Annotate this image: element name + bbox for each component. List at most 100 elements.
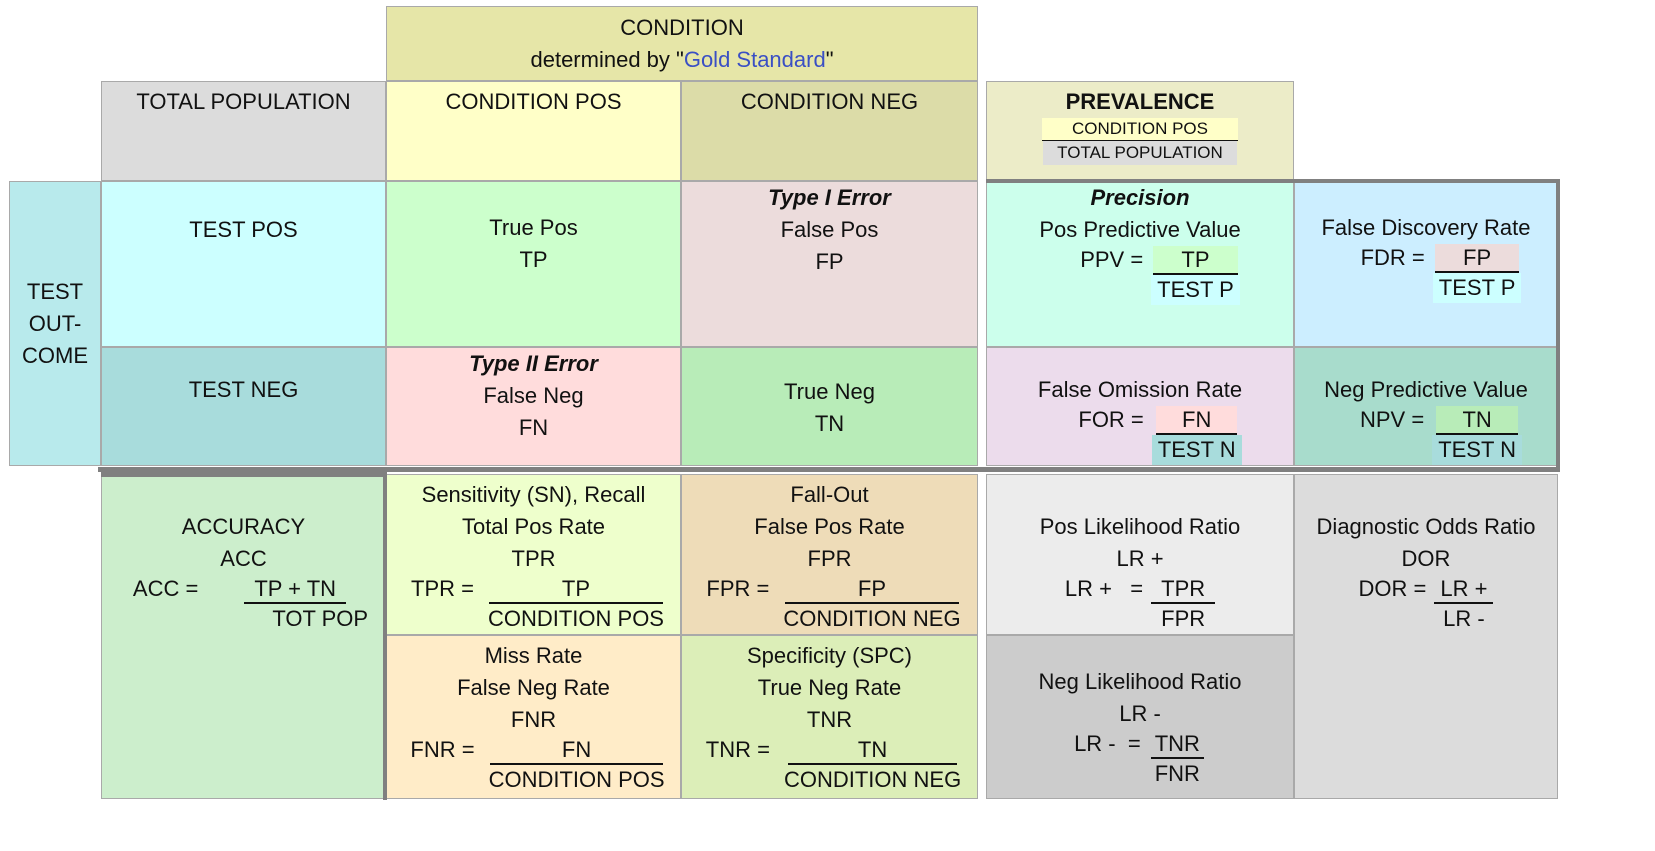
tpr-cell: Sensitivity (SN), Recall Total Pos Rate … xyxy=(386,474,681,635)
ppv-name: Pos Predictive Value xyxy=(1039,217,1241,242)
fdr-denominator: TEST P xyxy=(1432,273,1522,303)
condition-neg-label: CONDITION NEG xyxy=(740,89,919,114)
gold-standard-label: Gold Standard xyxy=(683,46,826,72)
type-ii-error-label: Type II Error xyxy=(469,351,598,376)
prevalence-numerator: CONDITION POS xyxy=(1041,118,1238,141)
dor-numerator: LR + xyxy=(1434,575,1494,604)
false-neg-cell: Type II Error False Neg FN xyxy=(386,347,681,466)
npv-cell: Neg Predictive Value NPV = TN TEST N xyxy=(1294,347,1558,466)
fnr-formula: FNR = FN CONDITION POS xyxy=(410,736,670,795)
total-population-cell: TOTAL POPULATION xyxy=(101,81,386,181)
accuracy-formula: ACC = TP + TN TOT POP xyxy=(133,575,374,634)
tpr-lhs: TPR = xyxy=(411,576,474,601)
lrp-numerator: TPR xyxy=(1151,575,1216,604)
test-neg-label: TEST NEG xyxy=(188,377,299,402)
lrp-lhs: LR + = xyxy=(1064,576,1144,601)
tpr-numerator: TP xyxy=(488,575,664,604)
true-neg-cell: True Neg TN xyxy=(681,347,978,466)
ppv-denominator: TEST P xyxy=(1151,275,1240,305)
fpr-denominator: CONDITION NEG xyxy=(783,606,961,631)
tnr-formula: TNR = TN CONDITION NEG xyxy=(706,736,967,795)
npv-name: Neg Predictive Value xyxy=(1324,377,1528,402)
prevalence-fraction: CONDITION POS TOTAL POPULATION xyxy=(1041,118,1238,165)
true-neg-abbr: TN xyxy=(814,411,845,436)
tpr-abbr: TPR xyxy=(511,546,556,571)
for-name: False Omission Rate xyxy=(1037,377,1243,402)
lrp-abbr: LR + xyxy=(1116,546,1164,571)
diagnostic-odds-ratio-cell: Diagnostic Odds Ratio DOR DOR = LR + LR … xyxy=(1294,474,1558,799)
ppv-lhs: PPV = xyxy=(1080,247,1144,272)
false-neg-label: False Neg xyxy=(483,383,584,408)
false-pos-label: False Pos xyxy=(780,217,879,242)
ppv-numerator: TP xyxy=(1153,246,1238,275)
dor-name: Diagnostic Odds Ratio xyxy=(1316,514,1536,539)
tnr-abbr: TNR xyxy=(806,707,853,732)
lrn-denominator: FNR xyxy=(1154,761,1200,786)
neg-likelihood-ratio-cell: Neg Likelihood Ratio LR - LR - = TNR FNR xyxy=(986,635,1294,799)
condition-title: CONDITION xyxy=(620,14,744,40)
condition-header: CONDITION determined by "Gold Standard" xyxy=(386,6,978,81)
bottom-divider-line xyxy=(98,467,1560,472)
fdr-formula: FDR = FP TEST P xyxy=(1361,244,1522,303)
fpr-cell: Fall-Out False Pos Rate FPR FPR = FP CON… xyxy=(681,474,978,635)
right-block-top-border xyxy=(986,179,1560,183)
fnr-abbr: FNR xyxy=(510,707,557,732)
tnr-name-1: Specificity (SPC) xyxy=(746,643,913,668)
condition-pos-cell: CONDITION POS xyxy=(386,81,681,181)
prevalence-cell: PREVALENCE CONDITION POS TOTAL POPULATIO… xyxy=(986,81,1294,181)
tnr-cell: Specificity (SPC) True Neg Rate TNR TNR … xyxy=(681,635,978,799)
ppv-formula: PPV = TP TEST P xyxy=(1080,246,1240,305)
dor-formula: DOR = LR + LR - xyxy=(1359,575,1494,634)
for-lhs: FOR = xyxy=(1078,407,1144,432)
npv-lhs: NPV = xyxy=(1359,407,1425,432)
fpr-formula: FPR = FP CONDITION NEG xyxy=(706,575,966,634)
fnr-name-2: False Neg Rate xyxy=(457,675,610,700)
fnr-name-1: Miss Rate xyxy=(484,643,583,668)
false-pos-cell: Type I Error False Pos FP xyxy=(681,181,978,347)
lrn-name: Neg Likelihood Ratio xyxy=(1038,669,1242,694)
tpr-name-1: Sensitivity (SN), Recall xyxy=(421,482,646,507)
test-neg-cell: TEST NEG xyxy=(101,347,386,466)
fpr-abbr: FPR xyxy=(807,546,852,571)
lrn-formula: LR - = TNR FNR xyxy=(1074,730,1206,789)
total-population-label: TOTAL POPULATION xyxy=(136,89,351,114)
true-pos-cell: True Pos TP xyxy=(386,181,681,347)
npv-denominator: TEST N xyxy=(1432,435,1523,465)
lrp-formula: LR + = TPR FPR xyxy=(1064,575,1216,634)
false-pos-abbr: FP xyxy=(815,249,844,274)
dor-lhs: DOR = xyxy=(1358,576,1427,601)
npv-formula: NPV = TN TEST N xyxy=(1359,406,1523,465)
condition-pos-label: CONDITION POS xyxy=(445,89,622,114)
test-outcome-line-1: TEST xyxy=(26,278,84,304)
fdr-name: False Discovery Rate xyxy=(1321,215,1531,240)
dor-denominator: LR - xyxy=(1443,606,1485,631)
for-denominator: TEST N xyxy=(1151,435,1242,465)
fpr-numerator: FP xyxy=(784,575,960,604)
precision-label: Precision xyxy=(1090,185,1190,210)
accuracy-cell: ACCURACY ACC ACC = TP + TN TOT POP xyxy=(101,474,386,799)
lrp-denominator: FPR xyxy=(1161,606,1206,631)
fpr-name-1: Fall-Out xyxy=(790,482,869,507)
fnr-numerator: FN xyxy=(489,736,664,765)
tnr-name-2: True Neg Rate xyxy=(757,675,902,700)
prevalence-denominator: TOTAL POPULATION xyxy=(1043,141,1237,165)
lrn-numerator: TNR xyxy=(1150,730,1204,759)
tnr-numerator: TN xyxy=(787,736,958,765)
fnr-cell: Miss Rate False Neg Rate FNR FNR = FN CO… xyxy=(386,635,681,799)
dor-abbr: DOR xyxy=(1401,546,1451,571)
prevalence-label: PREVALENCE xyxy=(1065,89,1215,114)
fpr-lhs: FPR = xyxy=(706,576,770,601)
lrp-name: Pos Likelihood Ratio xyxy=(1039,514,1241,539)
type-i-error-label: Type I Error xyxy=(768,185,891,210)
test-pos-cell: TEST POS xyxy=(101,181,386,347)
accuracy-top-border xyxy=(101,472,386,477)
for-formula: FOR = FN TEST N xyxy=(1078,406,1242,465)
ppv-cell: Precision Pos Predictive Value PPV = TP … xyxy=(986,181,1294,347)
lrn-abbr: LR - xyxy=(1119,701,1161,726)
pos-likelihood-ratio-cell: Pos Likelihood Ratio LR + LR + = TPR FPR xyxy=(986,474,1294,635)
accuracy-name: ACCURACY xyxy=(181,514,306,539)
fnr-denominator: CONDITION POS xyxy=(488,767,665,792)
for-numerator: FN xyxy=(1156,406,1238,435)
fdr-numerator: FP xyxy=(1435,244,1520,273)
fnr-lhs: FNR = xyxy=(410,737,475,762)
